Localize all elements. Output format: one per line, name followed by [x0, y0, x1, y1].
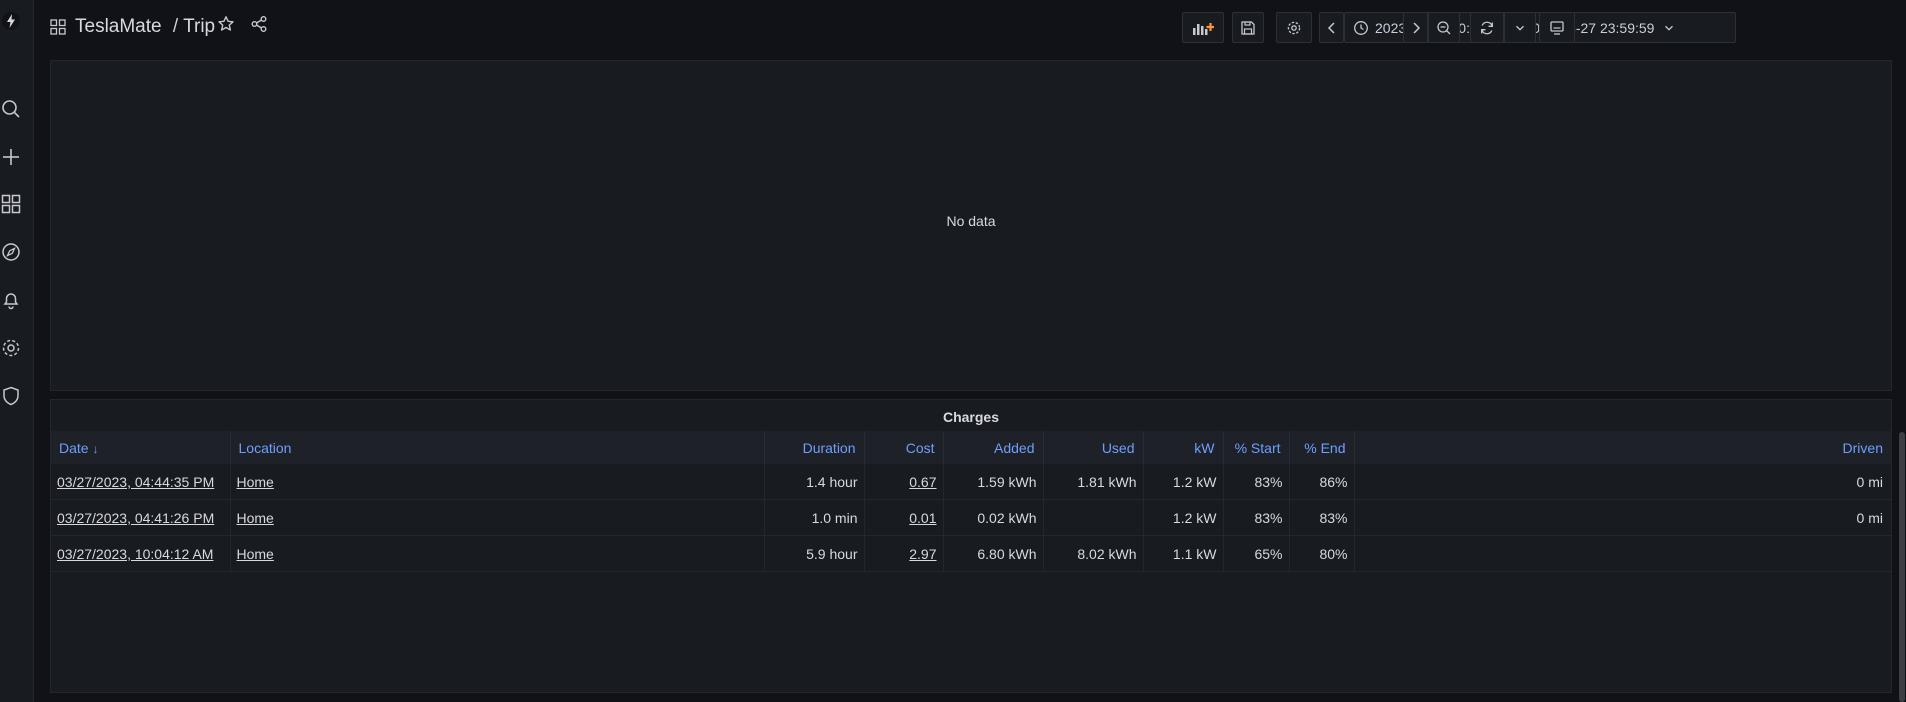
grafana-logo-icon[interactable] — [0, 8, 22, 34]
save-icon — [1241, 20, 1255, 35]
column-header-date[interactable]: Date ↓ — [51, 431, 231, 464]
charge-used: 8.02 kWh — [1043, 535, 1144, 572]
charge-cost-link[interactable]: 2.97 — [909, 545, 937, 562]
column-header-start[interactable]: % Start — [1223, 431, 1290, 464]
share-icon[interactable] — [250, 15, 268, 33]
charge-duration: 1.4 hour — [764, 464, 865, 500]
column-header-end[interactable]: % End — [1289, 431, 1355, 464]
chevron-right-icon — [1412, 21, 1420, 34]
breadcrumb-folder[interactable]: TeslaMate — [75, 16, 162, 37]
charge-added: 6.80 kWh — [943, 535, 1044, 572]
charge-added: 1.59 kWh — [943, 464, 1044, 500]
breadcrumb: TeslaMate / Trip — [75, 16, 215, 38]
table-row: 03/27/2023, 10:04:12 AM Home 5.9 hour 2.… — [51, 535, 1891, 572]
charge-used — [1043, 499, 1144, 536]
charge-end: 83% — [1289, 499, 1355, 536]
charge-start: 83% — [1223, 464, 1290, 500]
column-header-cost[interactable]: Cost — [864, 431, 944, 464]
column-header-kw[interactable]: kW — [1143, 431, 1224, 464]
charge-location-link[interactable]: Home — [236, 509, 274, 526]
refresh-button[interactable] — [1470, 12, 1504, 43]
charge-start: 65% — [1223, 535, 1290, 572]
charge-date-link[interactable]: 03/27/2023, 10:04:12 AM — [57, 545, 214, 562]
time-back-button[interactable] — [1319, 12, 1344, 43]
sort-arrow-down-icon: ↓ — [92, 441, 99, 456]
plus-icon[interactable] — [0, 144, 22, 170]
charge-start: 83% — [1223, 499, 1290, 536]
dashboard-settings-button[interactable] — [1276, 12, 1312, 43]
charge-duration: 5.9 hour — [764, 535, 865, 572]
sidebar — [0, 0, 34, 702]
column-header-duration[interactable]: Duration — [764, 431, 865, 464]
table-header-row: Date ↓ Location Duration Cost Added Used… — [51, 431, 1891, 464]
charge-cost-link[interactable]: 0.01 — [909, 509, 937, 526]
tv-mode-button[interactable] — [1539, 12, 1575, 43]
charge-location-link[interactable]: Home — [236, 473, 274, 490]
explore-compass-icon[interactable] — [0, 239, 22, 265]
charge-duration: 1.0 min — [764, 499, 865, 536]
server-admin-shield-icon[interactable] — [0, 383, 22, 409]
charge-end: 80% — [1289, 535, 1355, 572]
chevron-left-icon — [1327, 21, 1335, 34]
alerting-bell-icon[interactable] — [0, 287, 22, 313]
add-panel-icon — [1193, 22, 1214, 35]
dashboards-icon[interactable] — [0, 191, 22, 217]
star-icon[interactable] — [217, 15, 235, 33]
page-scrollbar[interactable] — [1899, 432, 1905, 702]
chevron-down-icon — [1516, 25, 1524, 31]
zoom-out-button[interactable] — [1428, 12, 1460, 43]
charge-driven: 0 mi — [1354, 499, 1891, 536]
column-header-location[interactable]: Location — [230, 431, 765, 464]
charge-driven: 0 mi — [1354, 464, 1891, 500]
column-header-added[interactable]: Added — [943, 431, 1044, 464]
column-header-used[interactable]: Used — [1043, 431, 1144, 464]
charges-table: Date ↓ Location Duration Cost Added Used… — [51, 431, 1891, 572]
dashboard-grid-icon — [50, 19, 66, 35]
panel-title[interactable]: Charges — [942, 409, 1000, 425]
column-header-driven[interactable]: Driven — [1354, 431, 1891, 464]
charge-kw: 1.2 kW — [1143, 464, 1224, 500]
time-forward-button[interactable] — [1403, 12, 1428, 43]
search-icon[interactable] — [0, 96, 22, 122]
charge-date-link[interactable]: 03/27/2023, 04:44:35 PM — [57, 473, 215, 490]
charges-panel: Charges Date ↓ Location Duration Cost Ad… — [50, 399, 1892, 693]
breadcrumb-separator: / — [172, 16, 179, 37]
charge-cost-link[interactable]: 0.67 — [909, 473, 937, 490]
monitor-icon — [1550, 20, 1564, 35]
charge-used: 1.81 kWh — [1043, 464, 1144, 500]
page-title[interactable]: Trip — [183, 16, 216, 37]
zoom-out-icon — [1437, 20, 1451, 34]
map-panel: No data — [50, 60, 1892, 391]
charge-driven — [1354, 535, 1891, 572]
refresh-icon — [1481, 21, 1493, 34]
chevron-down-icon — [1665, 25, 1674, 31]
save-dashboard-button[interactable] — [1232, 12, 1264, 43]
charge-location-link[interactable]: Home — [236, 545, 274, 562]
refresh-interval-dropdown[interactable] — [1504, 12, 1536, 43]
configuration-gear-icon[interactable] — [0, 335, 22, 361]
table-row: 03/27/2023, 04:44:35 PM Home 1.4 hour 0.… — [51, 464, 1891, 500]
charge-kw: 1.1 kW — [1143, 535, 1224, 572]
table-row: 03/27/2023, 04:41:26 PM Home 1.0 min 0.0… — [51, 499, 1891, 536]
gear-icon — [1287, 21, 1301, 34]
clock-icon — [1354, 20, 1368, 35]
no-data-message: No data — [946, 213, 996, 229]
charge-end: 86% — [1289, 464, 1355, 500]
charge-kw: 1.2 kW — [1143, 499, 1224, 536]
top-navbar: TeslaMate / Trip — [33, 0, 1906, 56]
charge-date-link[interactable]: 03/27/2023, 04:41:26 PM — [57, 509, 215, 526]
charge-added: 0.02 kWh — [943, 499, 1044, 536]
add-panel-button[interactable] — [1182, 12, 1224, 43]
